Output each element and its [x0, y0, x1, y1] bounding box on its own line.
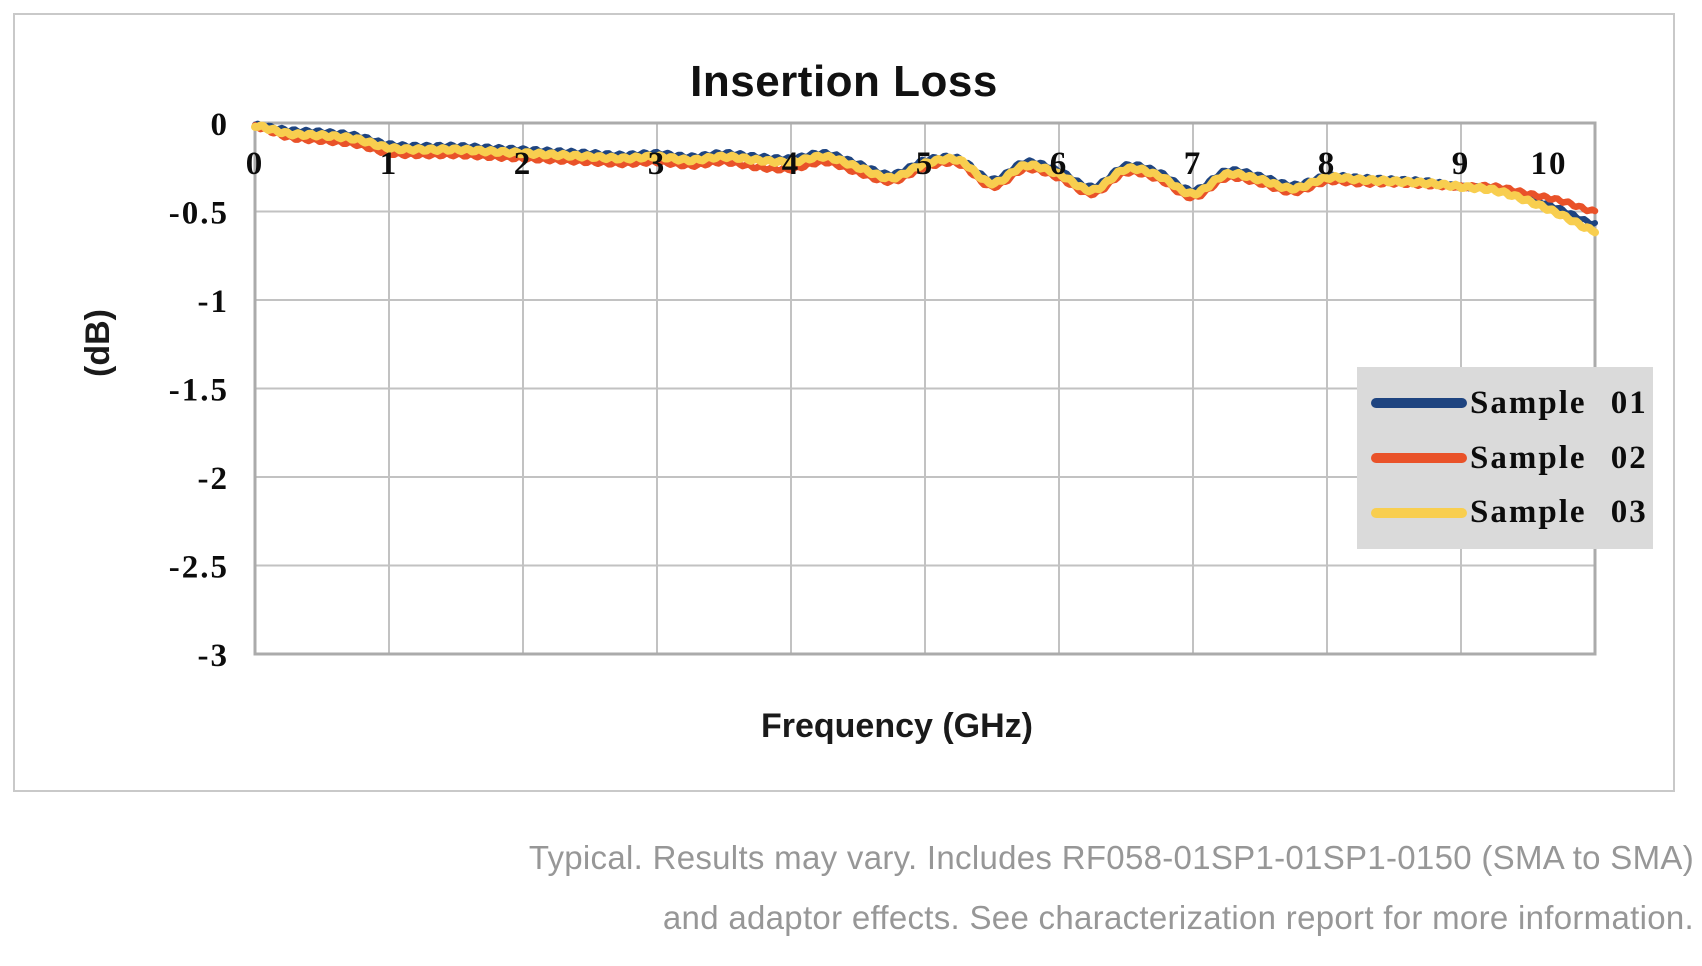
- x-tick-label: 9: [1452, 146, 1471, 182]
- x-tick-label: 5: [916, 146, 935, 182]
- legend: Sample 01 Sample 02 Sample 03: [1357, 367, 1653, 549]
- legend-item: Sample 01: [1371, 385, 1653, 422]
- x-tick-label: 1: [380, 146, 399, 182]
- y-tick-label: -1.5: [169, 373, 229, 409]
- caption: Typical. Results may vary. Includes RF05…: [529, 828, 1694, 948]
- y-tick-label: -1: [198, 284, 230, 320]
- legend-line-swatch: [1371, 453, 1467, 463]
- y-tick-label: -0.5: [169, 196, 229, 232]
- x-tick-label: 8: [1318, 146, 1337, 182]
- x-tick-label: 4: [782, 146, 801, 182]
- series-line-sample-02: [251, 122, 1599, 215]
- legend-line-swatch: [1371, 398, 1467, 409]
- legend-item: Sample 03: [1371, 494, 1653, 531]
- y-axis-title: (dB): [79, 309, 117, 377]
- chart-card: Insertion Loss 0 1 2 3 4 5 6 7 8 9 10 0 -0.5 -1 -1.5 -2…: [13, 13, 1675, 792]
- chart-title: Insertion Loss: [690, 57, 998, 106]
- legend-item: Sample 02: [1371, 440, 1653, 477]
- x-axis-title: Frequency (GHz): [760, 707, 1034, 745]
- y-tick-label: -2.5: [169, 550, 229, 586]
- x-tick-label: 7: [1184, 146, 1203, 182]
- caption-line-1: Typical. Results may vary. Includes RF05…: [528, 839, 1694, 876]
- legend-label: Sample 01: [1470, 384, 1648, 421]
- series-line-sample-03: [251, 121, 1599, 237]
- x-tick-label: 2: [514, 146, 533, 182]
- x-tick-label: 3: [648, 146, 667, 182]
- x-tick-label: 10: [1531, 146, 1568, 182]
- y-tick-label: -3: [198, 638, 230, 674]
- y-tick-label: 0: [211, 107, 230, 143]
- legend-line-swatch: [1371, 507, 1467, 518]
- legend-label: Sample 03: [1470, 494, 1648, 531]
- y-tick-label: -2: [198, 461, 230, 497]
- x-tick-label: 6: [1050, 146, 1069, 182]
- legend-label: Sample 02: [1470, 439, 1648, 476]
- caption-line-2: and adaptor effects. See characterizatio…: [662, 899, 1694, 936]
- x-tick-label: 0: [246, 146, 265, 182]
